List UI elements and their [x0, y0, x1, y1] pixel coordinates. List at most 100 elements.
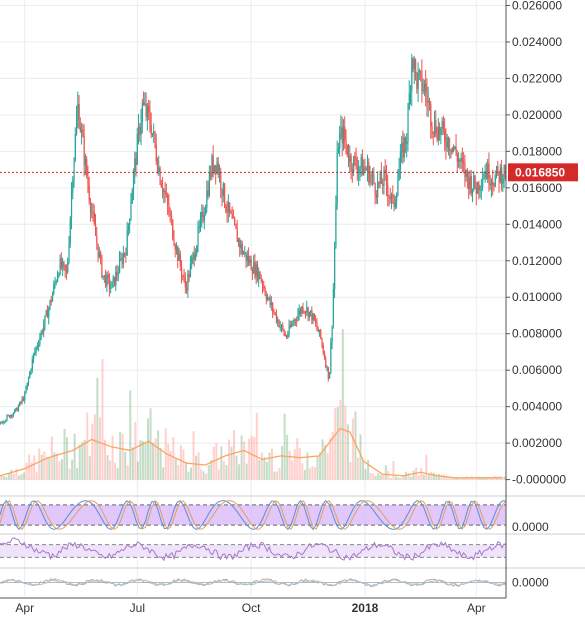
price-tick-label: 0.004000 [512, 400, 562, 414]
candle-body [221, 189, 223, 196]
time-tick-label: Apr [467, 601, 486, 615]
candle-body [326, 366, 328, 368]
candle-body [355, 157, 357, 167]
volume-bar [402, 474, 405, 480]
candle-body [11, 415, 13, 416]
volume-bar [48, 457, 51, 480]
candle-body [208, 172, 211, 196]
candle-body [289, 325, 292, 327]
candle-body [193, 253, 195, 260]
volume-bar [40, 454, 43, 480]
volume-bar [184, 462, 187, 480]
volume-bar [273, 471, 276, 480]
candle-body [434, 120, 436, 134]
candle-body [498, 171, 500, 182]
candle-body [245, 252, 247, 261]
volume-bar [20, 474, 23, 480]
candle-body [49, 300, 51, 309]
candle-body [51, 293, 54, 302]
candle-body [241, 244, 243, 255]
candle-body [480, 187, 483, 189]
candle-body [341, 127, 343, 144]
candle-body [35, 347, 37, 352]
volume-bar [119, 431, 122, 480]
candle-body [244, 252, 246, 254]
volume-bar [313, 467, 316, 480]
candle-body [489, 183, 491, 186]
volume-bar [5, 476, 8, 480]
candle-body [373, 174, 375, 184]
candle-body [378, 181, 380, 184]
volume-bar [45, 456, 48, 480]
candle-body [177, 246, 179, 262]
volume-bar [43, 451, 46, 480]
volume-bar [200, 468, 203, 480]
candle-body [441, 121, 443, 129]
candle-body [437, 126, 440, 141]
candle-body [36, 346, 39, 348]
candle-body [445, 141, 447, 148]
volume-bar [334, 408, 337, 480]
volume-bar [389, 477, 392, 480]
candle-body [339, 133, 341, 149]
candle-body [492, 181, 494, 186]
candle-body [351, 169, 354, 173]
volume-bar [58, 461, 61, 480]
candle-body [200, 217, 202, 227]
candle-body [272, 302, 274, 312]
volume-bar [169, 451, 172, 480]
volume-bar [215, 443, 218, 480]
volume-bar [121, 433, 124, 480]
price-tick-label: 0.008000 [512, 327, 562, 341]
candle-body [60, 258, 63, 268]
volume-bar [210, 459, 213, 480]
volume-bar [207, 465, 210, 480]
volume-bar [109, 460, 112, 480]
candle-body [82, 129, 84, 137]
candle-body [283, 329, 285, 335]
candle-body [369, 175, 371, 183]
candle-body [234, 218, 236, 225]
candle-body [108, 277, 111, 289]
candle-body [340, 127, 342, 134]
candle-body [302, 307, 304, 312]
candle-body [230, 211, 232, 214]
candle-body [444, 129, 446, 142]
price-tick-label: 0.006000 [512, 363, 562, 377]
candle-body [359, 166, 361, 170]
candle-body [201, 211, 203, 218]
candle-body [191, 257, 193, 264]
volume-bar [417, 475, 420, 480]
candle-body [240, 244, 242, 248]
candle-body [407, 109, 409, 142]
candle-body [494, 175, 496, 187]
candle-body [436, 134, 438, 141]
volume-bar [73, 433, 76, 480]
candle-body [19, 402, 21, 407]
indicator-panels: 0.0000 0.0000 [0, 495, 585, 590]
volume-bar [397, 477, 400, 480]
volume-bar [362, 459, 365, 480]
candle-body [151, 132, 154, 135]
candle-body [38, 344, 40, 347]
volume-bar [344, 405, 347, 480]
candle-body [315, 320, 317, 324]
candle-body [58, 274, 60, 276]
candle-body [20, 402, 22, 403]
candle-body [427, 100, 429, 103]
candle-body [474, 175, 476, 188]
volume-bar [78, 444, 81, 480]
candle-body [73, 159, 75, 182]
candle-body [106, 274, 108, 287]
volume-bar [473, 477, 476, 480]
volume-bar [427, 474, 430, 480]
volume-bar [124, 451, 127, 480]
candle-body [102, 275, 104, 278]
candle-body [72, 181, 74, 193]
volume-bar [227, 439, 230, 480]
time-tick-label: Apr [15, 601, 34, 615]
candle-body [64, 264, 66, 271]
candle-body [292, 323, 294, 325]
volume-bar [55, 453, 58, 480]
